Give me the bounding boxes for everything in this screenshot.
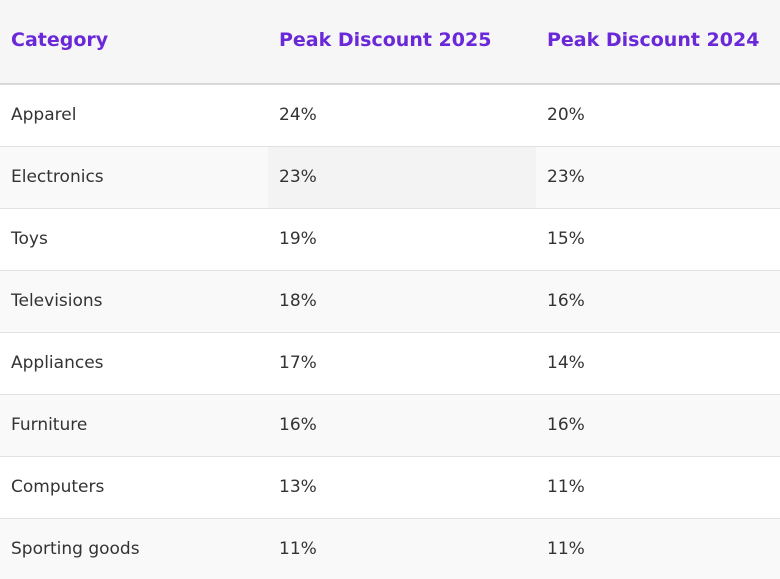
table-body: Apparel 24% 20% Electronics 23% 23% Toys… bbox=[0, 84, 780, 579]
cell-discount-2025: 18% bbox=[268, 270, 536, 333]
table-row: Appliances 17% 14% bbox=[0, 332, 780, 395]
cell-category: Sporting goods bbox=[0, 518, 268, 579]
header-category: Category bbox=[0, 0, 268, 85]
cell-category: Furniture bbox=[0, 394, 268, 457]
cell-discount-2025: 17% bbox=[268, 332, 536, 395]
header-discount-2025: Peak Discount 2025 bbox=[268, 0, 536, 85]
cell-discount-2024: 11% bbox=[536, 456, 780, 519]
cell-category: Electronics bbox=[0, 146, 268, 209]
cell-category: Computers bbox=[0, 456, 268, 519]
header-discount-2024: Peak Discount 2024 bbox=[536, 0, 780, 85]
cell-discount-2025: 13% bbox=[268, 456, 536, 519]
cell-discount-2024: 23% bbox=[536, 146, 780, 209]
table-row: Televisions 18% 16% bbox=[0, 270, 780, 333]
cell-discount-2025: 16% bbox=[268, 394, 536, 457]
cell-category: Appliances bbox=[0, 332, 268, 395]
cell-discount-2025: 11% bbox=[268, 518, 536, 579]
cell-discount-2024: 11% bbox=[536, 518, 780, 579]
cell-category: Televisions bbox=[0, 270, 268, 333]
table-row: Electronics 23% 23% bbox=[0, 146, 780, 209]
table-row: Computers 13% 11% bbox=[0, 456, 780, 519]
cell-discount-2024: 15% bbox=[536, 208, 780, 271]
cell-discount-2025: 23% bbox=[268, 146, 536, 209]
table-row: Sporting goods 11% 11% bbox=[0, 518, 780, 579]
cell-discount-2025: 19% bbox=[268, 208, 536, 271]
cell-discount-2025: 24% bbox=[268, 84, 536, 147]
cell-discount-2024: 20% bbox=[536, 84, 780, 147]
cell-discount-2024: 14% bbox=[536, 332, 780, 395]
table-row: Furniture 16% 16% bbox=[0, 394, 780, 457]
cell-category: Toys bbox=[0, 208, 268, 271]
cell-discount-2024: 16% bbox=[536, 394, 780, 457]
table-row: Toys 19% 15% bbox=[0, 208, 780, 271]
header-row: Category Peak Discount 2025 Peak Discoun… bbox=[0, 0, 780, 85]
table-header: Category Peak Discount 2025 Peak Discoun… bbox=[0, 0, 780, 85]
table-row: Apparel 24% 20% bbox=[0, 84, 780, 147]
cell-discount-2024: 16% bbox=[536, 270, 780, 333]
cell-category: Apparel bbox=[0, 84, 268, 147]
